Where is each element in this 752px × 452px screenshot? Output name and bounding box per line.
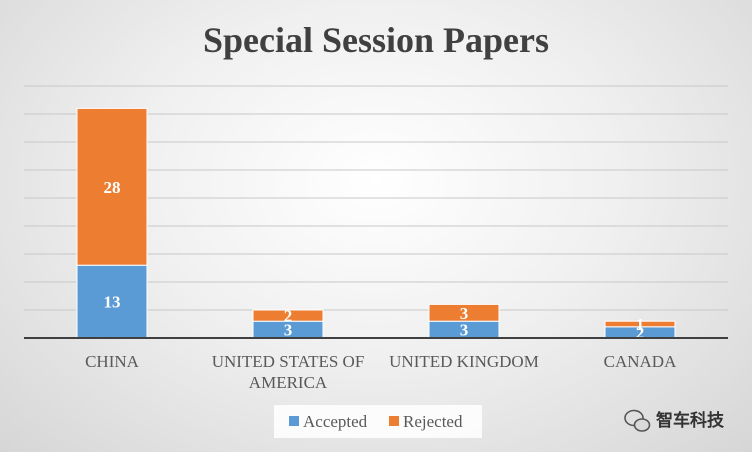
legend-box — [274, 405, 482, 438]
chart-title: Special Session Papers — [203, 20, 549, 60]
bar-rejected-1 — [252, 309, 324, 322]
category-label: CHINA — [85, 352, 140, 371]
bar-rejected-0 — [76, 107, 148, 266]
data-label-rejected-2: 3 — [460, 304, 469, 323]
category-labels: CHINA UNITED STATES OF AMERICA UNITED KINGD… — [85, 352, 677, 392]
category-label: UNITED KINGDOM — [389, 352, 539, 371]
bar-rejected-2 — [428, 303, 500, 322]
data-label-accepted-0: 13 — [104, 293, 121, 312]
legend-swatch-accepted — [289, 416, 299, 426]
watermark: 智车科技 — [624, 409, 725, 432]
legend-label-rejected: Rejected — [403, 412, 463, 431]
legend: Accepted Rejected — [274, 405, 482, 438]
legend-label-accepted: Accepted — [303, 412, 368, 431]
watermark-text: 智车科技 — [656, 410, 725, 431]
bar-accepted-0 — [76, 264, 148, 339]
data-label-accepted-3: 2 — [636, 323, 645, 342]
data-label-accepted-2: 3 — [460, 321, 469, 340]
category-label: AMERICA — [249, 373, 328, 392]
data-label-rejected-3: 1 — [636, 315, 645, 334]
data-label-accepted-1: 3 — [284, 321, 293, 340]
bar-rejected-3 — [604, 320, 676, 328]
category-label: CANADA — [604, 352, 677, 371]
legend-swatch-rejected — [389, 416, 399, 426]
category-label: UNITED STATES OF — [212, 352, 365, 371]
wechat-icon — [624, 409, 651, 432]
data-label-rejected-1: 2 — [284, 307, 293, 326]
data-label-rejected-0: 28 — [104, 178, 121, 197]
